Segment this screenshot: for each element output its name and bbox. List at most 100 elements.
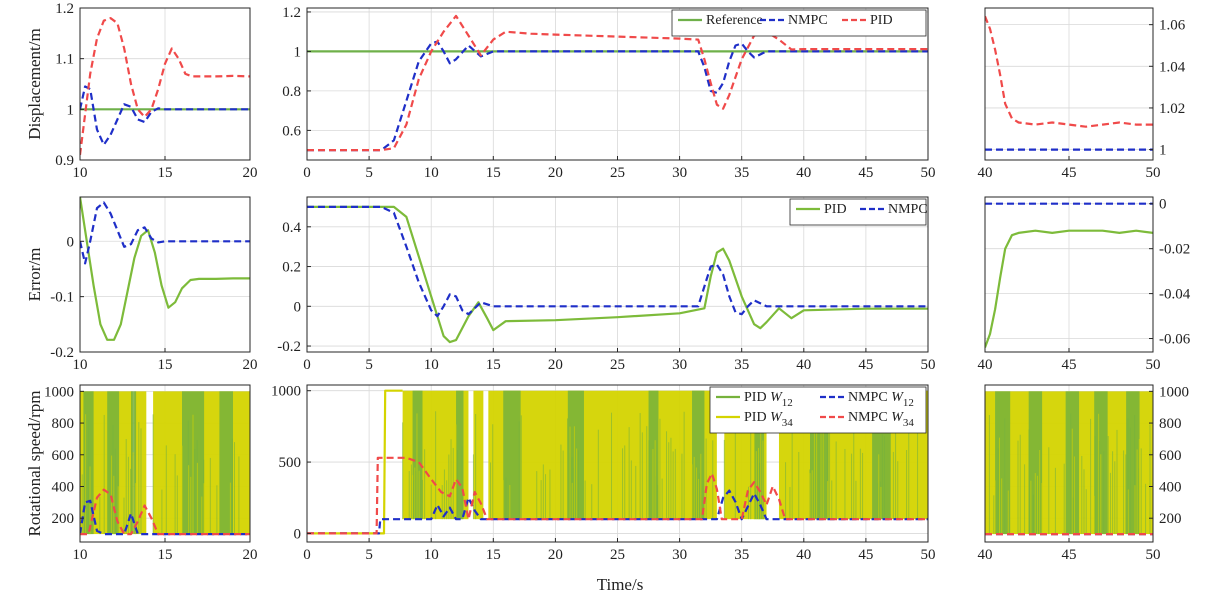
x-axis-label: Time/s [597,575,644,594]
y-tick-label: -0.06 [1159,332,1191,348]
x-tick-label: 15 [486,547,501,563]
plot-area [985,385,1153,542]
grid-lines [80,197,250,352]
panel-disp-zoom: 10 15 20 0.9 1 1.1 1.2 Displacement/m [25,1,258,181]
x-tick-label: 45 [858,357,873,373]
x-tick-label: 25 [610,547,625,563]
x-tick-label: 50 [1146,165,1161,181]
x-tick-label: 5 [365,547,373,563]
x-tick-label: 40 [796,547,811,563]
legend-label-var: W [891,390,904,405]
legend-label: PID W12 [744,390,793,409]
series-nmpc [80,201,250,265]
legend-label-sub: 12 [782,397,793,409]
series-pid [307,205,928,344]
legend-label: PID [824,202,847,217]
legend-label-sub: 34 [782,417,794,429]
y-tick-label: 1.2 [282,5,301,21]
grid-lines [985,197,1153,352]
x-tick-label: 45 [1062,357,1077,373]
y-tick-label: 600 [1159,448,1182,464]
band-segment [107,391,120,535]
x-tick-label: 0 [303,547,311,563]
band-segment [412,390,423,520]
legend-label-base: NMPC [848,410,891,425]
y-tick-label: 0.6 [282,123,301,139]
x-tick-label: 5 [365,165,373,181]
grid-lines [307,8,928,160]
band-segment [1126,391,1140,535]
legend-label-base: PID [744,390,770,405]
x-tick-label: 15 [158,357,173,373]
y-tick-label: 200 [1159,511,1182,527]
y-tick-label: 1.1 [55,52,74,68]
y-tick-label: 0.2 [282,260,301,276]
band-segment [456,390,464,520]
series-pid [985,15,1153,128]
series-nmpc [307,205,928,318]
plot-area [80,8,250,160]
band-segment [648,390,659,520]
x-tick-label: 50 [921,547,936,563]
x-tick-label: 50 [921,357,936,373]
plot-area [80,197,250,352]
x-tick-label: 20 [548,357,563,373]
y-tick-label: 1.06 [1159,18,1186,34]
x-tick-label: 40 [796,357,811,373]
x-tick-label: 50 [1146,357,1161,373]
y-axis-label: Error/m [25,248,44,302]
y-tick-label: 0 [294,526,302,542]
x-tick-label: 45 [858,165,873,181]
x-tick-label: 0 [303,357,311,373]
plot-area [80,385,250,542]
plot-area [985,197,1153,352]
x-tick-label: 20 [243,357,258,373]
series-nmpc-w34 [80,488,250,536]
legend-label-var: W [891,410,904,425]
x-tick-label: 10 [73,547,88,563]
y-tick-label: 800 [52,416,75,432]
grid-lines [985,8,1153,160]
x-tick-label: 15 [158,547,173,563]
x-tick-label: 30 [672,547,687,563]
x-tick-label: 15 [158,165,173,181]
y-tick-label: 1000 [44,384,74,400]
x-tick-label: 20 [548,165,563,181]
series-nmpc-w12 [80,499,250,536]
y-tick-label: 600 [52,448,75,464]
y-tick-label: 1.2 [55,1,74,17]
band-segment [219,391,233,535]
x-tick-label: 20 [243,547,258,563]
x-tick-label: 40 [978,357,993,373]
series-pid [80,197,250,341]
x-tick-label: 45 [1062,165,1077,181]
y-tick-label: 1 [67,102,75,118]
panel-err-tail: 40 45 50 -0.06 -0.04 -0.02 0 [978,196,1191,373]
x-tick-label: 50 [1146,547,1161,563]
y-tick-label: 0.8 [282,84,301,100]
legend-label: NMPC W12 [848,390,914,409]
x-tick-label: 10 [424,357,439,373]
panel-rpm-tail: 40 45 50 200 400 600 800 1000 [978,384,1190,563]
band-segment [134,391,147,535]
x-tick-label: 15 [486,357,501,373]
series-nmpc [80,85,250,146]
band-segment [995,391,1011,535]
legend-label: Reference [706,13,763,28]
x-tick-label: 30 [672,165,687,181]
y-tick-label: 500 [279,455,302,471]
x-tick-label: 10 [424,165,439,181]
x-tick-label: 10 [424,547,439,563]
x-tick-label: 35 [734,547,749,563]
y-tick-label: 1000 [271,384,301,400]
y-tick-label: 1.02 [1159,101,1185,117]
x-tick-label: 45 [1062,547,1077,563]
x-tick-label: 45 [858,547,873,563]
legend: Reference NMPC PID [671,9,927,37]
panel-err-zoom: 10 15 20 -0.2 -0.1 0 Error/m [25,196,258,373]
